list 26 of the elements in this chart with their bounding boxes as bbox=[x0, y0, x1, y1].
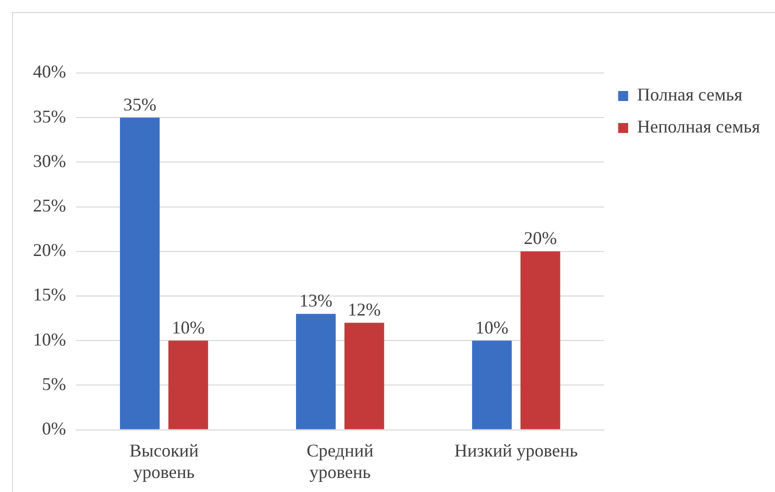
y-tick-label: 30% bbox=[32, 150, 66, 171]
x-tick-label: Низкий уровень bbox=[454, 440, 578, 460]
y-tick-label: 0% bbox=[42, 418, 66, 439]
y-tick-label: 10% bbox=[32, 329, 66, 350]
y-tick-label: 20% bbox=[32, 240, 66, 260]
text: 13% bbox=[299, 290, 332, 311]
x-tick-label: Средний уровень bbox=[306, 440, 374, 482]
text: 10% bbox=[172, 317, 205, 338]
bar bbox=[296, 314, 336, 430]
y-tick-label: 15% bbox=[32, 284, 66, 305]
bar bbox=[472, 340, 512, 430]
bar bbox=[520, 251, 560, 430]
legend-label: Неполная семья bbox=[637, 116, 760, 137]
y-tick-label: 5% bbox=[42, 374, 66, 394]
text: 10% bbox=[475, 317, 508, 338]
y-tick-label: 35% bbox=[32, 106, 66, 126]
bar bbox=[120, 118, 160, 430]
y-tick-label: 40% bbox=[32, 62, 66, 82]
x-tick-label: Высокий уровень bbox=[129, 440, 199, 482]
y-tick-label: 25% bbox=[32, 196, 66, 216]
text: 35% bbox=[123, 94, 156, 114]
bar bbox=[168, 340, 208, 430]
text: 20% bbox=[524, 228, 557, 248]
text: 12% bbox=[348, 299, 381, 320]
legend-label: Полная семья bbox=[637, 84, 742, 105]
bar bbox=[344, 322, 384, 430]
